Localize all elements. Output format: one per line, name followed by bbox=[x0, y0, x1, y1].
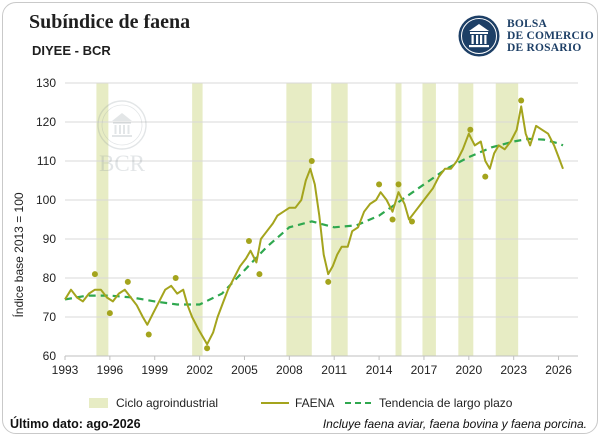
turning-point-marker-7 bbox=[256, 271, 263, 278]
markers-layer bbox=[91, 97, 525, 352]
agro-cycle-band-7 bbox=[495, 83, 519, 356]
x-tick-label-1999: 1999 bbox=[141, 363, 168, 377]
legend: Ciclo agroindustrial FAENA Tendencia de … bbox=[89, 396, 513, 410]
y-tick-label-60: 60 bbox=[43, 349, 57, 363]
trend-layer bbox=[64, 137, 564, 306]
series-line-tendencia bbox=[64, 137, 564, 306]
y-tick-label-130: 130 bbox=[36, 76, 56, 90]
bands-layer bbox=[96, 83, 519, 356]
x-tick-label-2011: 2011 bbox=[321, 363, 347, 377]
turning-point-marker-2 bbox=[124, 278, 131, 285]
agro-cycle-band-4 bbox=[395, 83, 402, 356]
legend-label-trend: Tendencia de largo plazo bbox=[379, 396, 513, 410]
legend-label-faena: FAENA bbox=[295, 396, 334, 410]
turning-point-marker-10 bbox=[376, 181, 383, 188]
y-axis-label: Índice base 2013 = 100 bbox=[11, 192, 26, 317]
faena-layer bbox=[64, 105, 564, 346]
turning-point-marker-1 bbox=[106, 310, 113, 317]
series-line-faena bbox=[64, 105, 564, 346]
turning-point-marker-11 bbox=[389, 216, 396, 223]
last-data-note: Último dato: ago-2026 bbox=[10, 417, 141, 431]
x-tick-label-2008: 2008 bbox=[276, 363, 303, 377]
agro-cycle-band-2 bbox=[286, 83, 312, 356]
y-tick-label-120: 120 bbox=[36, 115, 56, 129]
agro-cycle-band-0 bbox=[96, 83, 109, 356]
x-tick-label-2026: 2026 bbox=[545, 363, 572, 377]
x-tick-label-2020: 2020 bbox=[455, 363, 482, 377]
x-tick-label-2017: 2017 bbox=[411, 363, 438, 377]
turning-point-marker-6 bbox=[245, 237, 252, 244]
agro-cycle-band-1 bbox=[192, 83, 203, 356]
x-tick-label-2014: 2014 bbox=[366, 363, 393, 377]
logo-text: BOLSA DE COMERCIO DE ROSARIO bbox=[507, 18, 594, 54]
building-columns-icon bbox=[458, 15, 500, 57]
y-tick-label-110: 110 bbox=[37, 154, 56, 168]
legend-label-ciclo: Ciclo agroindustrial bbox=[116, 396, 218, 410]
turning-point-marker-13 bbox=[408, 218, 415, 225]
legend-swatch-ciclo bbox=[89, 398, 108, 408]
logo-line: BOLSA bbox=[507, 18, 547, 30]
x-tick-label-2023: 2023 bbox=[500, 363, 527, 377]
logo-line: DE COMERCIO bbox=[507, 30, 594, 42]
turning-point-marker-14 bbox=[467, 126, 474, 133]
y-tick-label-70: 70 bbox=[43, 310, 57, 324]
chart-subtitle: DIYEE - BCR bbox=[32, 43, 111, 58]
x-tick-label-1993: 1993 bbox=[52, 363, 79, 377]
agro-cycle-band-5 bbox=[422, 83, 436, 356]
turning-point-marker-4 bbox=[172, 275, 179, 281]
turning-point-marker-12 bbox=[395, 181, 402, 188]
x-tick-label-2002: 2002 bbox=[186, 363, 213, 377]
turning-point-marker-15 bbox=[482, 173, 489, 180]
turning-point-marker-3 bbox=[145, 331, 152, 338]
footer-note: Incluye faena aviar, faena bovina y faen… bbox=[322, 417, 587, 431]
bcr-logo: BOLSA DE COMERCIO DE ROSARIO bbox=[457, 14, 594, 58]
x-tick-label-1996: 1996 bbox=[97, 363, 124, 377]
chart-title: Subíndice de faena bbox=[29, 11, 191, 33]
turning-point-marker-8 bbox=[308, 158, 315, 164]
watermark: BCR bbox=[97, 100, 147, 176]
axis-layer: 60 70 80 90 100 110 120 130 1993 1996 1999 2002 2005… bbox=[36, 76, 578, 377]
x-tick-label-2005: 2005 bbox=[231, 363, 258, 377]
y-tick-label-80: 80 bbox=[43, 271, 57, 285]
agro-cycle-band-6 bbox=[458, 83, 474, 356]
logo-line: DE ROSARIO bbox=[507, 42, 582, 54]
turning-point-marker-16 bbox=[518, 97, 525, 104]
line-chart: BCR 60 70 80 90 100 110 120 130 1993 1996 1999 2002… bbox=[11, 76, 578, 410]
y-tick-label-100: 100 bbox=[36, 193, 56, 207]
agro-cycle-band-3 bbox=[331, 83, 348, 356]
watermark-text: BCR bbox=[99, 151, 146, 176]
turning-point-marker-5 bbox=[204, 345, 211, 352]
y-tick-label-90: 90 bbox=[43, 232, 57, 246]
turning-point-marker-9 bbox=[325, 278, 332, 285]
turning-point-marker-0 bbox=[91, 271, 98, 278]
